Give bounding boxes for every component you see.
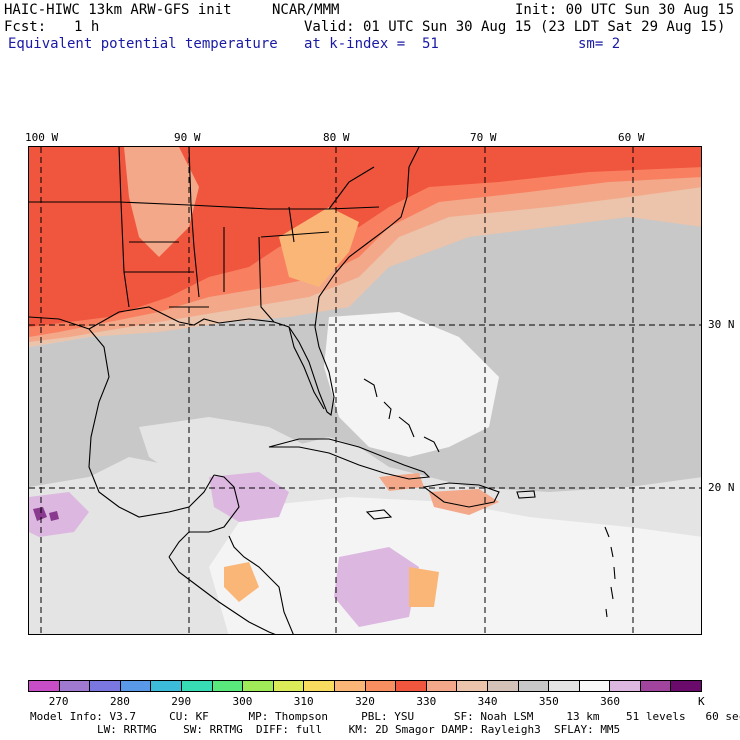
- field-cuba-warm: [379, 473, 424, 491]
- colorbar-tick-label: 300: [232, 695, 253, 708]
- colorbar-tick-label: 280: [109, 695, 130, 708]
- colorbar-tick-label: 310: [293, 695, 314, 708]
- colorbar-segment: [396, 681, 427, 691]
- colorbar-tick-label: 270: [48, 695, 69, 708]
- lon-label-100w: 100 W: [25, 131, 59, 144]
- lon-label-80w: 80 W: [323, 131, 350, 144]
- colorbar-segment: [59, 681, 91, 691]
- colorbar-segment: [640, 681, 672, 691]
- colorbar-tick-label: 360: [600, 695, 621, 708]
- smoothing: sm= 2: [578, 36, 621, 52]
- colorbar-segment: [334, 681, 366, 691]
- coastlines: [29, 147, 616, 634]
- model-title: HAIC-HIWC 13km ARW-GFS init: [4, 2, 232, 18]
- field-name: Equivalent potential temperature: [8, 36, 278, 52]
- field-purple-pacific: [33, 507, 47, 521]
- colorbar-tick-label: 330: [416, 695, 437, 708]
- colorbar-segment: [151, 681, 182, 691]
- colorbar-segment: [304, 681, 335, 691]
- colorbar-segment: [181, 681, 213, 691]
- lon-label-70w: 70 W: [470, 131, 497, 144]
- field-gulf-light: [139, 417, 309, 477]
- colorbar-unit: K: [698, 695, 705, 708]
- field-central-america-orange: [224, 562, 259, 602]
- colorbar-segment: [273, 681, 305, 691]
- field-lavender-caribbean: [334, 547, 419, 627]
- colorbar-segment: [487, 681, 519, 691]
- forecast-hour: 1 h: [74, 19, 100, 35]
- vertical-level: at k-index = 51: [304, 36, 439, 52]
- init-time: Init: 00 UTC Sun 30 Aug 15: [515, 2, 735, 18]
- lon-label-90w: 90 W: [174, 131, 201, 144]
- colorbar-segment: [120, 681, 152, 691]
- model-info-line1: Model Info: V3.7 CU: KF MP: Thompson PBL…: [30, 710, 740, 723]
- field-purple-pacific-2: [49, 511, 59, 521]
- theta-e-map: [29, 147, 701, 634]
- graticule: [29, 147, 701, 634]
- field-atlantic-white: [324, 312, 499, 457]
- colorbar-segment: [426, 681, 458, 691]
- field-caribbean-orange: [409, 567, 439, 607]
- model-info-line2: LW: RRTMG SW: RRTMG DIFF: full KM: 2D Sm…: [97, 723, 621, 736]
- colorbar-segment: [549, 681, 580, 691]
- colorbar-tick-label: 320: [355, 695, 375, 708]
- colorbar-tick-label: 290: [171, 695, 192, 708]
- lat-label-30n: 30 N: [708, 318, 735, 331]
- colorbar-segment: [518, 681, 550, 691]
- field-lavender-yucatan: [209, 472, 289, 522]
- valid-time: Valid: 01 UTC Sun 30 Aug 15 (23 LDT Sat …: [304, 19, 726, 35]
- lon-label-60w: 60 W: [618, 131, 645, 144]
- colorbar: [28, 680, 702, 692]
- colorbar-segment: [671, 681, 702, 691]
- field-lavender-pacific: [29, 492, 89, 537]
- colorbar-tick-label: 340: [477, 695, 498, 708]
- colorbar-tick-label: 350: [538, 695, 559, 708]
- map-panel[interactable]: [28, 146, 702, 635]
- colorbar-segment: [457, 681, 488, 691]
- colorbar-segment: [243, 681, 274, 691]
- field-interior-peach: [124, 147, 199, 257]
- colorbar-segment: [579, 681, 611, 691]
- colorbar-segment: [610, 681, 641, 691]
- colorbar-segment: [90, 681, 121, 691]
- lat-label-20n: 20 N: [708, 481, 735, 494]
- colorbar-segment: [212, 681, 244, 691]
- field-hispaniola-warm: [429, 489, 499, 515]
- colorbar-segment: [365, 681, 397, 691]
- field-caribbean-white: [209, 497, 701, 634]
- field-southeast-orange: [279, 207, 359, 287]
- organization: NCAR/MMM: [272, 2, 340, 18]
- colorbar-segment: [29, 681, 60, 691]
- forecast-label: Fcst:: [4, 19, 47, 35]
